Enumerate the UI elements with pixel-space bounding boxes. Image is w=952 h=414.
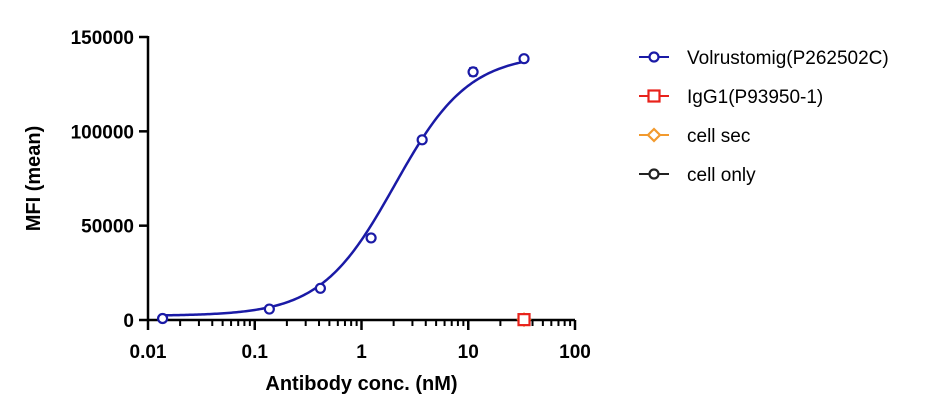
x-tick-label: 0.01	[130, 342, 167, 363]
x-axis-title: Antibody conc. (nM)	[265, 373, 457, 395]
legend-marker-diamond	[646, 127, 662, 143]
data-point-circle	[156, 312, 169, 325]
y-tick-label: 100000	[71, 122, 134, 143]
legend-label: cell sec	[687, 126, 750, 147]
data-point-circle	[467, 66, 479, 78]
data-point-circle	[416, 134, 428, 146]
x-tick-label: 1	[356, 342, 367, 363]
x-tick-label: 0.1	[242, 342, 269, 363]
legend: Volrustomig(P262502C) IgG1(P93950-1) cell …	[639, 48, 889, 186]
axes: 0 50000 100000 150000 0.01 0.1 1 10 100	[71, 28, 591, 363]
y-tick-label: 50000	[81, 217, 134, 238]
legend-label: Volrustomig(P262502C)	[687, 48, 889, 69]
data-points	[156, 53, 532, 328]
legend-marker-circle	[648, 51, 660, 63]
fit-curves	[162, 60, 525, 317]
data-point-square	[517, 313, 531, 327]
y-tick-label: 0	[123, 311, 134, 332]
y-tick-label: 150000	[71, 28, 134, 49]
fit-curve-volrustomig	[162, 60, 525, 317]
legend-marker-square	[647, 89, 661, 103]
legend-label: IgG1(P93950-1)	[687, 87, 823, 108]
data-point-circle	[518, 53, 530, 65]
y-axis-title: MFI (mean)	[23, 126, 45, 232]
data-point-circle	[314, 282, 326, 294]
data-point-circle	[263, 303, 275, 315]
data-point-circle	[365, 232, 377, 244]
x-tick-label: 100	[559, 342, 591, 363]
legend-label: cell only	[687, 165, 756, 186]
x-tick-label: 10	[458, 342, 479, 363]
legend-marker-circle	[648, 168, 660, 180]
